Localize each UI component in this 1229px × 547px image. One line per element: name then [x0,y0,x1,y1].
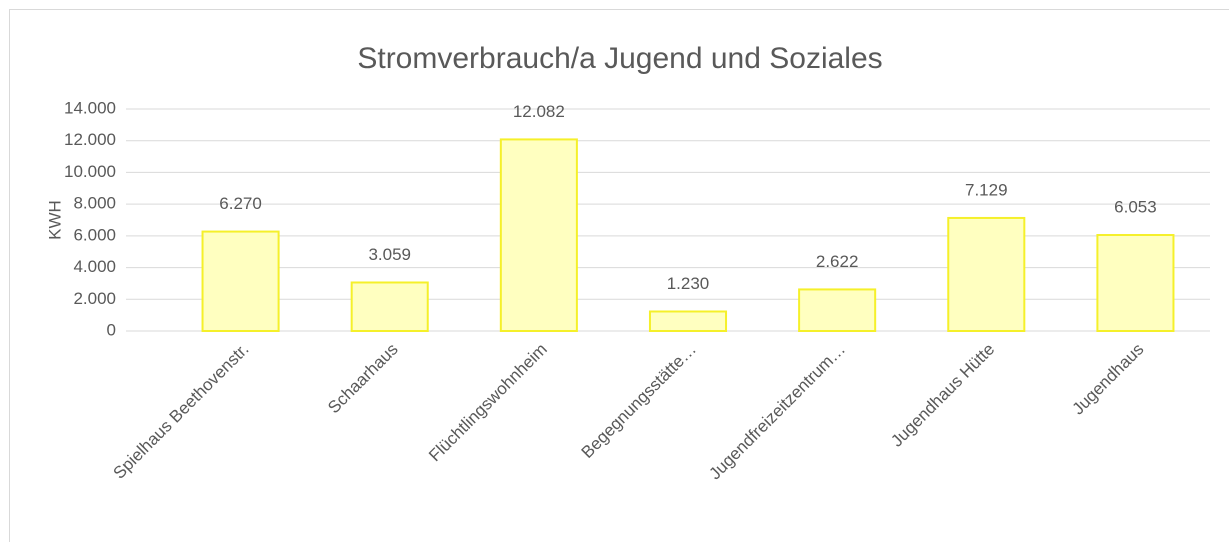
value-label: 7.129 [965,180,1008,199]
y-tick-label: 10.000 [64,162,116,181]
y-tick-label: 14.000 [64,98,116,117]
y-tick-label: 0 [107,320,116,339]
value-label: 12.082 [513,102,565,121]
chart-title: Stromverbrauch/a Jugend und Soziales [357,42,882,75]
bar [799,289,875,331]
y-tick-label: 2.000 [73,289,116,308]
y-tick-label: 4.000 [73,257,116,276]
y-tick-label: 12.000 [64,130,116,149]
bar [203,232,279,331]
value-label: 3.059 [368,245,411,264]
y-tick-label: 6.000 [73,225,116,244]
chart-frame [10,10,1229,543]
value-label: 6.270 [219,194,262,213]
y-tick-label: 8.000 [73,194,116,213]
bar [1097,235,1173,331]
bar [501,139,577,331]
value-label: 6.053 [1114,198,1157,217]
value-label: 2.622 [816,252,859,271]
bar [352,282,428,331]
bar [948,218,1024,331]
value-label: 1.230 [667,274,710,293]
bar [650,311,726,331]
y-axis-label: KWH [45,200,64,240]
